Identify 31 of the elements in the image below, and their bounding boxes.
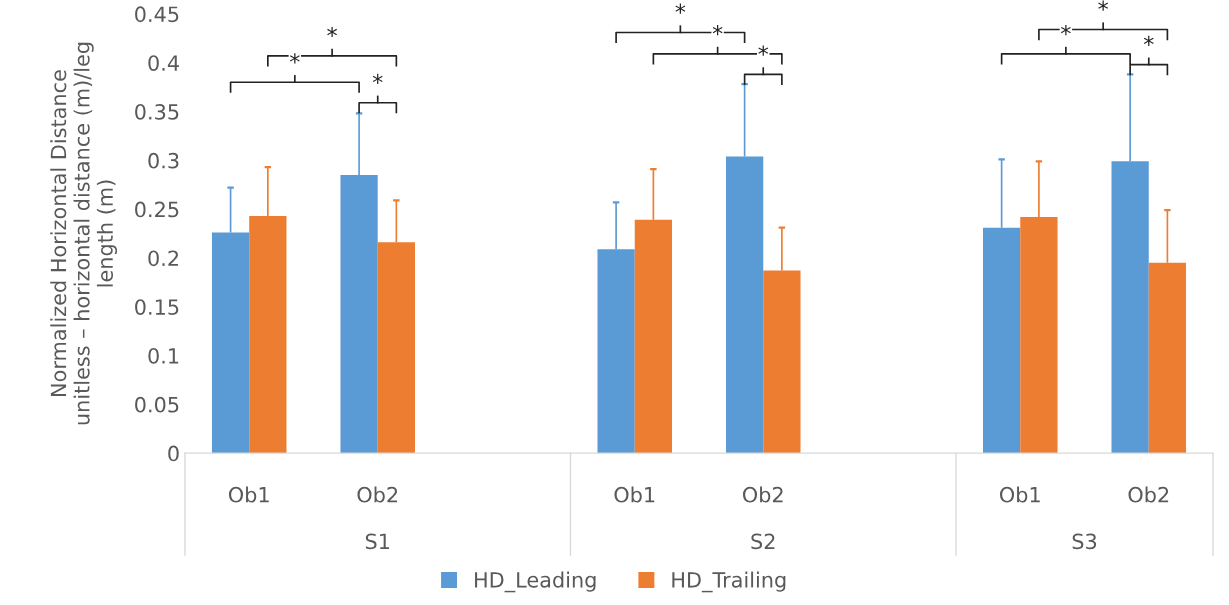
annotation: *: [1143, 35, 1154, 46]
annotation: *: [289, 53, 300, 64]
legend-label: HD_Trailing: [672, 571, 786, 593]
legend-label: HD_Leading: [475, 571, 596, 593]
y-tick-label: 0.4: [148, 55, 179, 71]
y-tick-label: 0.45: [135, 6, 179, 23]
x-tick-label: Ob2: [1128, 486, 1169, 503]
annotation: *: [712, 25, 723, 36]
y-tick-label: 0.25: [135, 201, 179, 218]
text: *: [675, 3, 686, 14]
text: *: [1098, 0, 1109, 11]
text: S2: [751, 533, 775, 550]
y-tick-label: 0.15: [135, 299, 179, 315]
x-tick-label: Ob2: [357, 486, 398, 503]
y-tick-label: 0.35: [135, 103, 179, 120]
y-tick-label: 0.05: [135, 396, 179, 413]
y-axis-title: Normalized Horizontal Distance unitless – horizontal distance (m)/leg length (m): [50, 42, 118, 425]
x-tick-label: Ob1: [228, 486, 269, 503]
annotation: *: [758, 45, 769, 56]
y-tick-label: 0.1: [148, 347, 179, 364]
annotation: *: [372, 73, 383, 84]
y-tick-label: 0.3: [148, 152, 179, 169]
y-tick-label: 0: [168, 445, 179, 462]
x-tick-label: Ob1: [999, 486, 1040, 503]
annotation: *: [327, 26, 337, 38]
text: S3: [1072, 533, 1097, 550]
x-tick-label: Ob1: [614, 486, 655, 503]
x-tick-label: Ob2: [742, 486, 783, 503]
annotation: *: [1060, 25, 1071, 36]
y-tick-label: 0.2: [148, 250, 179, 267]
text: S1: [365, 533, 390, 550]
